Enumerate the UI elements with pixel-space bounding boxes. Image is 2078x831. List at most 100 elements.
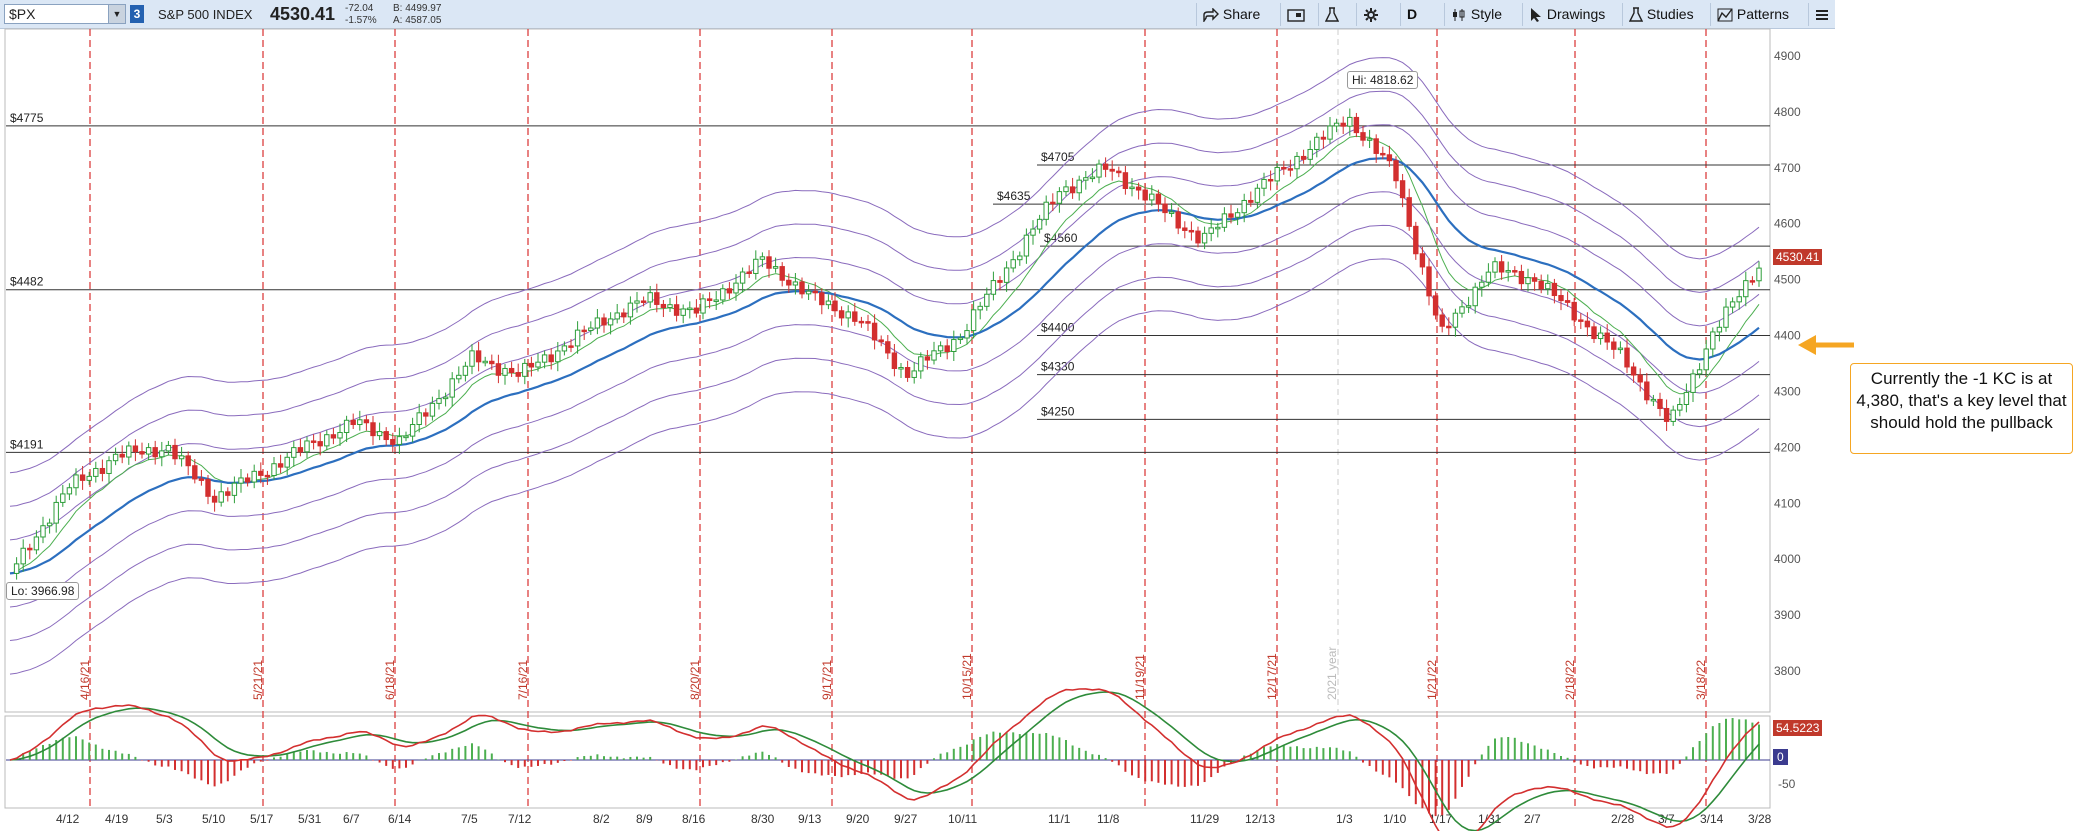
candle-body (1109, 168, 1115, 172)
candle-body (1281, 166, 1287, 170)
date-axis-label: 11/1 (1048, 812, 1071, 826)
keltner-band-line (9, 57, 1760, 474)
oscillator-zero-badge: 0 (1773, 749, 1788, 765)
candle-body (918, 356, 924, 372)
price-level-label: $4330 (1041, 360, 1075, 374)
patterns-button[interactable]: Patterns (1710, 3, 1806, 26)
candle-body (1584, 320, 1591, 328)
oscillator-minus50-label: -50 (1778, 777, 1796, 791)
candle-body (1267, 178, 1274, 182)
candle-body (720, 288, 726, 301)
expiry-date-label: 5/21/21 (251, 659, 265, 700)
candle-body (1168, 211, 1175, 214)
oscillator-signal-line (9, 691, 1760, 831)
candle-body (1485, 271, 1492, 283)
keltner-band-line (9, 124, 1760, 541)
link-group-badge[interactable]: 3 (130, 5, 144, 23)
annotation-note: Currently the -1 KC is at 4,380, that's … (1850, 363, 2073, 454)
candle-body (852, 311, 858, 322)
year-divider-label: 2021 year (1325, 646, 1339, 700)
menu-button[interactable] (1808, 3, 1835, 26)
date-axis-label: 3/14 (1700, 812, 1724, 826)
candle-body (1413, 225, 1419, 255)
candle-body (13, 563, 20, 574)
camera-icon (1287, 9, 1305, 22)
screenshot-button[interactable] (1280, 3, 1316, 26)
candle-body (1617, 347, 1624, 351)
candle-body (792, 281, 799, 286)
candle-body (1380, 152, 1386, 156)
candle-body (1696, 369, 1703, 375)
candle-body (508, 367, 515, 374)
candle-body (1340, 122, 1346, 127)
candle-body (1637, 374, 1643, 383)
candle-body (713, 299, 719, 302)
settings-button[interactable] (1356, 3, 1392, 26)
price-tick-label: 4300 (1774, 384, 1801, 398)
candle-body (1274, 166, 1280, 182)
candle-body (1056, 191, 1063, 204)
candle-body (997, 280, 1003, 283)
candle-body (53, 501, 59, 524)
candle-body (904, 367, 911, 378)
expiry-date-label: 10/15/21 (960, 653, 974, 700)
candle-body (746, 271, 752, 275)
expiry-date-label: 9/17/21 (820, 659, 834, 700)
candle-body (145, 447, 152, 455)
date-axis-label: 6/7 (343, 812, 360, 826)
candle-body (1419, 253, 1426, 268)
date-axis-label: 12/13 (1245, 812, 1275, 826)
date-axis-label: 7/5 (461, 812, 478, 826)
candle-body (324, 434, 330, 447)
candle-body (1399, 180, 1406, 199)
candle-body (706, 298, 713, 301)
candle-body (1690, 373, 1696, 393)
studies-button[interactable]: Studies (1622, 3, 1710, 26)
symbol-dropdown-button[interactable]: ▼ (108, 4, 126, 24)
candle-body (126, 445, 132, 458)
style-button[interactable]: Style (1444, 3, 1522, 26)
expiry-date-label: 2/18/22 (1563, 659, 1577, 700)
date-axis-label: 5/31 (298, 812, 322, 826)
candle-body (1129, 186, 1135, 190)
candle-body (1518, 270, 1525, 285)
candle-body (1644, 381, 1650, 401)
candle-body (1472, 286, 1478, 307)
low-label: Lo: 3966.98 (6, 582, 80, 600)
candle-body (1228, 213, 1234, 218)
candle-body (185, 455, 191, 467)
candle-body (1149, 193, 1155, 201)
candle-body (1558, 295, 1564, 302)
candle-body (99, 467, 106, 474)
date-axis-label: 10/11 (948, 812, 977, 826)
candle-body (951, 339, 957, 353)
date-axis-label: 4/12 (56, 812, 80, 826)
candle-body (581, 329, 587, 333)
candle-body (291, 447, 297, 458)
date-axis-label: 1/10 (1383, 812, 1407, 826)
share-button[interactable]: Share (1196, 3, 1274, 26)
drawings-button[interactable]: Drawings (1522, 3, 1622, 26)
candle-body (139, 451, 145, 455)
bid-price: B: 4499.97 (393, 3, 442, 14)
candle-body (1650, 398, 1657, 402)
candle-body (766, 256, 772, 269)
candle-body (1465, 305, 1472, 308)
date-axis-label: 9/20 (846, 812, 870, 826)
candle-body (1287, 168, 1294, 171)
drawings-label: Drawings (1546, 6, 1606, 22)
candle-body (1736, 296, 1742, 303)
flask-button[interactable] (1318, 3, 1354, 26)
candle-body (1663, 407, 1670, 422)
price-tick-label: 3900 (1774, 608, 1801, 622)
oscillator-panel-frame (4, 715, 1771, 809)
candle-body (733, 282, 739, 294)
candle-body (568, 345, 574, 348)
aggregation-button[interactable]: D (1400, 3, 1436, 26)
expiry-date-label: 4/16/21 (78, 659, 92, 700)
gear-icon (1364, 8, 1378, 23)
candle-body (40, 525, 46, 538)
candle-body (878, 339, 884, 343)
candle-body (350, 419, 356, 426)
